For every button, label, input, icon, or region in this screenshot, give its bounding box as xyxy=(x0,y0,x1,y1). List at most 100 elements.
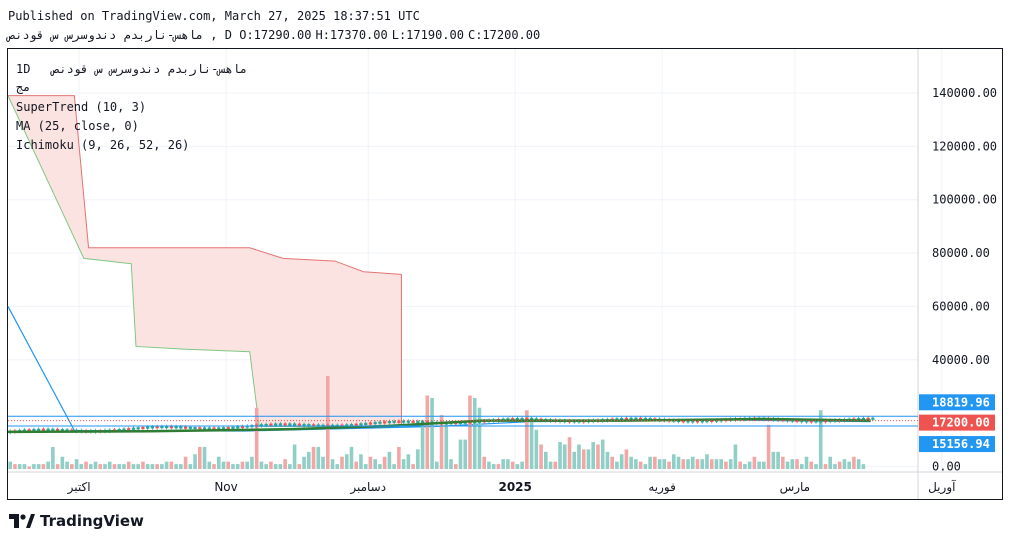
volume-bar xyxy=(515,464,520,469)
volume-bar xyxy=(122,464,126,469)
volume-bar xyxy=(373,459,377,469)
volume-bar xyxy=(344,454,349,469)
legend-ichimoku: Ichimoku (9, 26, 52, 26) xyxy=(16,138,190,152)
y-tick-label: 60000.00 xyxy=(932,299,990,313)
volume-bar xyxy=(411,464,415,469)
candle xyxy=(691,420,695,423)
candle xyxy=(634,417,638,420)
volume-bar xyxy=(562,444,567,469)
candle xyxy=(311,424,316,427)
level-label-lower-bg xyxy=(919,436,995,453)
y-tick-label: 140000.00 xyxy=(932,86,997,100)
candle xyxy=(624,417,628,420)
volume-bar xyxy=(354,461,359,469)
volume-bar xyxy=(46,461,50,469)
y-tick-label: 100000.00 xyxy=(932,193,997,207)
candle xyxy=(695,420,700,423)
volume-bar xyxy=(126,461,131,469)
volume-bar xyxy=(548,461,553,469)
volume-bar xyxy=(743,464,747,469)
candle xyxy=(117,428,121,432)
ohlc-close: C:17200.00 xyxy=(467,28,541,42)
volume-bar xyxy=(17,464,22,469)
candle xyxy=(217,427,221,430)
candle xyxy=(416,420,420,424)
x-tick-label: مارس xyxy=(780,480,811,495)
volume-bar xyxy=(302,456,306,469)
candle xyxy=(705,420,709,423)
candle xyxy=(402,420,406,423)
candle xyxy=(871,417,875,420)
candle xyxy=(345,424,349,427)
tradingview-logo[interactable]: TradingView xyxy=(9,512,144,530)
candle xyxy=(359,423,363,426)
candle xyxy=(349,424,354,427)
candle xyxy=(392,420,396,423)
candle xyxy=(60,429,64,432)
tradingview-logo-icon xyxy=(9,514,35,528)
volume-bar xyxy=(60,456,65,469)
volume-bar xyxy=(169,461,174,469)
volume-bar xyxy=(823,464,828,469)
candle xyxy=(620,418,624,421)
candle xyxy=(511,418,515,421)
volume-bar xyxy=(207,461,212,469)
volume-bar xyxy=(828,456,833,469)
volume-bar xyxy=(686,459,690,469)
volume-bar xyxy=(435,461,439,469)
volume-bar xyxy=(501,459,505,469)
candle xyxy=(41,428,45,431)
legend-title: 1D ماهس-ناربدم دندوسرس س قودنص xyxy=(16,62,248,76)
volume-bar xyxy=(316,446,321,469)
volume-bar xyxy=(766,424,771,469)
volume-bar xyxy=(700,459,705,469)
volume-bar xyxy=(70,464,74,469)
volume-bar xyxy=(117,464,122,469)
volume-bar xyxy=(330,459,335,469)
volume-bar xyxy=(259,461,264,469)
volume-bar xyxy=(311,446,316,469)
x-tick-label: Nov xyxy=(214,480,237,494)
volume-bar xyxy=(653,456,657,469)
volume-bar xyxy=(657,459,662,469)
volume-bar xyxy=(487,461,491,469)
volume-bar xyxy=(705,454,709,469)
candle xyxy=(397,420,401,423)
volume-bar xyxy=(425,395,430,469)
candle xyxy=(686,420,690,423)
volume-bar xyxy=(762,461,766,469)
candle xyxy=(530,418,534,421)
legend-ma: MA (25, close, 0) xyxy=(16,119,139,133)
candle xyxy=(179,426,183,429)
volume-bar xyxy=(335,464,340,469)
volume-bar xyxy=(378,464,382,469)
volume-bar xyxy=(226,461,231,469)
volume-bar xyxy=(591,442,596,469)
candle xyxy=(420,421,425,424)
legend-subtitle: مج xyxy=(16,80,31,94)
volume-bar xyxy=(586,449,591,469)
candle xyxy=(378,421,382,424)
candle xyxy=(188,426,192,429)
volume-bar xyxy=(468,395,472,469)
volume-bar xyxy=(131,464,136,469)
volume-bar xyxy=(397,446,401,469)
volume-bar xyxy=(695,459,700,469)
volume-bar xyxy=(667,461,671,469)
x-tick-label: دسامبر xyxy=(349,480,386,495)
volume-bar xyxy=(558,442,562,469)
volume-bar xyxy=(619,454,624,469)
volume-bar xyxy=(600,439,605,469)
candle xyxy=(56,428,60,432)
volume-bar xyxy=(174,464,178,469)
candle xyxy=(51,428,55,431)
y-tick-label: 120000.00 xyxy=(932,139,997,153)
candle xyxy=(307,424,311,427)
candle xyxy=(411,420,415,423)
candle xyxy=(127,428,131,431)
volume-bar xyxy=(103,464,107,469)
volume-bar xyxy=(406,454,411,469)
candle xyxy=(245,425,249,428)
volume-bar xyxy=(141,461,145,469)
